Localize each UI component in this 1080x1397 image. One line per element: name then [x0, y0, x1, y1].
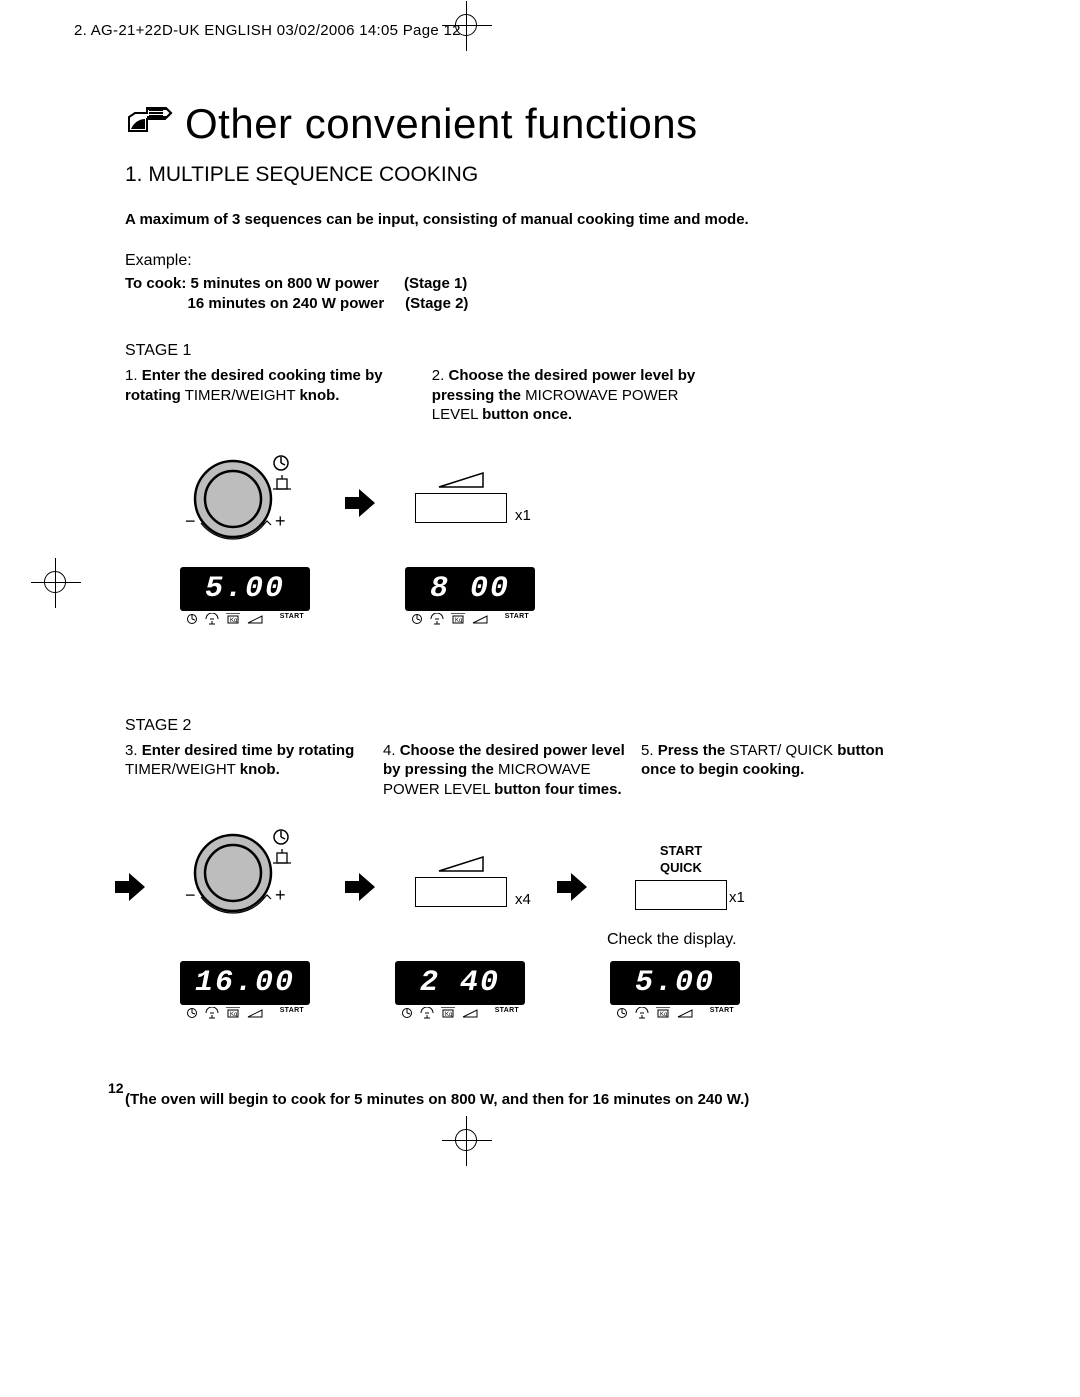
step1-num: 1. [125, 367, 142, 384]
display-start-tag: START [710, 1007, 734, 1019]
display-screen: 2 40 [395, 961, 525, 1005]
step3-num: 3. [125, 742, 142, 759]
step-spacer [739, 366, 885, 425]
title-text: Other convenient functions [185, 100, 698, 147]
display-screen: 5.00 [180, 567, 310, 611]
start-label: START [660, 843, 702, 858]
display-icon-row: START [180, 1005, 310, 1019]
stage2-diagram: x4 START QUICK x1 Check the display. 16.… [125, 813, 885, 1073]
section-heading: 1. MULTIPLE SEQUENCE COOKING [125, 163, 885, 187]
step2-num: 2. [432, 367, 449, 384]
step3-b1: Enter desired time by rotating [142, 742, 355, 759]
display-screen: 8 00 [405, 567, 535, 611]
step1-n1: TIMER/WEIGHT [181, 387, 300, 404]
page-title: Other convenient functions [125, 100, 885, 151]
display-digits: 5.00 [205, 572, 285, 606]
step3: 3. Enter desired time by rotating TIMER/… [125, 741, 369, 800]
display-8-00: 8 00 START [405, 567, 535, 625]
step1-b2: knob. [299, 387, 339, 404]
display-digits: 2 40 [420, 966, 500, 1000]
start-quick-label: START QUICK [621, 843, 741, 876]
step3-n1: TIMER/WEIGHT [125, 761, 240, 778]
power-button-1: x1 [415, 493, 507, 523]
display-start-tag: START [505, 613, 529, 625]
start-quick-button: START QUICK x1 [621, 843, 741, 910]
arrow-icon [115, 873, 145, 906]
step4-b2: button four times. [494, 781, 622, 798]
display-start-tag: START [280, 613, 304, 625]
page-content: Other convenient functions 1. MULTIPLE S… [125, 100, 885, 1108]
press-count-x4: x4 [515, 891, 531, 908]
wedge-icon [437, 471, 485, 494]
step1: 1. Enter the desired cooking time by rot… [125, 366, 418, 425]
step5-num: 5. [641, 742, 658, 759]
step2: 2. Choose the desired power level by pre… [432, 366, 725, 425]
display-digits: 16.00 [195, 966, 295, 1000]
quick-label: QUICK [660, 860, 702, 875]
display-icon-row: START [180, 611, 310, 625]
display-5-00: 5.00 START [180, 567, 310, 625]
stage1-label: STAGE 1 [125, 342, 885, 360]
arrow-icon [557, 873, 587, 906]
step3-b2: knob. [240, 761, 280, 778]
stage2-steps: 3. Enter desired time by rotating TIMER/… [125, 741, 885, 800]
example-line1a: To cook: 5 minutes on 800 W power [125, 275, 379, 292]
display-16-00: 16.00 START [180, 961, 310, 1019]
button-rect [415, 877, 507, 907]
display-icon-row: START [610, 1005, 740, 1019]
wedge-icon [437, 855, 485, 878]
display-start-tag: START [495, 1007, 519, 1019]
pointing-hand-icon [125, 99, 177, 147]
example-line2b: (Stage 2) [405, 295, 468, 312]
page-header-meta: 2. AG-21+22D-UK ENGLISH 03/02/2006 14:05… [74, 22, 461, 39]
timer-knob-1 [185, 451, 295, 552]
example-lines: To cook: 5 minutes on 800 W power (Stage… [125, 274, 885, 315]
example-line1b: (Stage 1) [404, 275, 467, 292]
timer-knob-2 [185, 825, 295, 926]
display-digits: 5.00 [635, 966, 715, 1000]
stage2-label: STAGE 2 [125, 717, 885, 735]
press-count-x1: x1 [515, 507, 531, 524]
step4-num: 4. [383, 742, 400, 759]
intro-text: A maximum of 3 sequences can be input, c… [125, 211, 885, 228]
crop-mark-bottom [455, 1129, 477, 1151]
button-rect [635, 880, 727, 910]
example-line2a: 16 minutes on 240 W power [188, 295, 385, 312]
step5-n1: START/ QUICK [725, 742, 837, 759]
step4: 4. Choose the desired power level by pre… [383, 741, 627, 800]
display-icon-row: START [395, 1005, 525, 1019]
button-rect [415, 493, 507, 523]
display-screen: 5.00 [610, 961, 740, 1005]
stage1-diagram: x1 5.00 START 8 00 START [125, 439, 885, 679]
crop-mark-left [44, 571, 66, 593]
arrow-icon [345, 873, 375, 906]
step2-b2: button once. [482, 406, 572, 423]
arrow-icon [345, 489, 375, 522]
crop-mark-top [455, 14, 477, 36]
display-2-40: 2 40 START [395, 961, 525, 1019]
step5-b1: Press the [658, 742, 726, 759]
footnote: (The oven will begin to cook for 5 minut… [125, 1091, 885, 1108]
page-number: 12 [108, 1080, 124, 1096]
press-count-x1-b: x1 [729, 889, 745, 906]
step5: 5. Press the START/ QUICK button once to… [641, 741, 885, 800]
display-icon-row: START [405, 611, 535, 625]
display-digits: 8 00 [430, 572, 510, 606]
display-screen: 16.00 [180, 961, 310, 1005]
example-label: Example: [125, 252, 885, 270]
stage1-steps: 1. Enter the desired cooking time by rot… [125, 366, 885, 425]
display-start-tag: START [280, 1007, 304, 1019]
display-5-00-b: 5.00 START [610, 961, 740, 1019]
check-display-label: Check the display. [607, 931, 737, 949]
power-button-2: x4 [415, 877, 507, 907]
